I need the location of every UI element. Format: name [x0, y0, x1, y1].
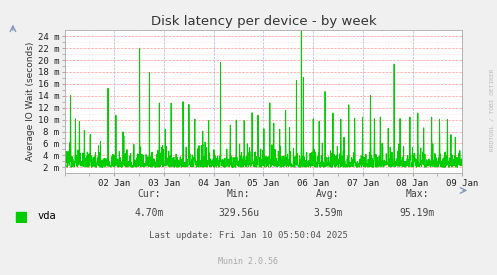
Text: vda: vda: [37, 211, 56, 221]
Text: Last update: Fri Jan 10 05:50:04 2025: Last update: Fri Jan 10 05:50:04 2025: [149, 231, 348, 240]
Y-axis label: Average IO Wait (seconds): Average IO Wait (seconds): [26, 42, 35, 161]
Text: 95.19m: 95.19m: [400, 208, 435, 218]
Text: Max:: Max:: [406, 189, 429, 199]
Title: Disk latency per device - by week: Disk latency per device - by week: [151, 15, 376, 28]
Text: 3.59m: 3.59m: [313, 208, 343, 218]
Text: Munin 2.0.56: Munin 2.0.56: [219, 257, 278, 266]
Text: 329.56u: 329.56u: [218, 208, 259, 218]
Text: Min:: Min:: [227, 189, 250, 199]
Text: Avg:: Avg:: [316, 189, 340, 199]
Bar: [15, 212, 27, 222]
Text: Cur:: Cur:: [137, 189, 161, 199]
Text: RRDTOOL / TOBI OETIKER: RRDTOOL / TOBI OETIKER: [490, 69, 495, 151]
Text: 4.70m: 4.70m: [134, 208, 164, 218]
